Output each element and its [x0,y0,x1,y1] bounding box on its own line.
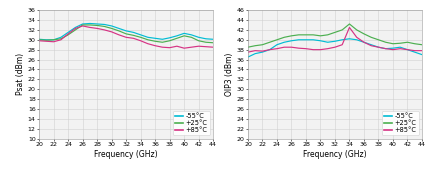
X-axis label: Frequency (GHz): Frequency (GHz) [302,150,366,159]
X-axis label: Frequency (GHz): Frequency (GHz) [94,150,158,159]
Legend: -55°C, +25°C, +85°C: -55°C, +25°C, +85°C [173,111,209,135]
Y-axis label: OIP3 (dBm): OIP3 (dBm) [224,53,233,96]
Legend: -55°C, +25°C, +85°C: -55°C, +25°C, +85°C [381,111,418,135]
Y-axis label: Psat (dBm): Psat (dBm) [16,53,25,95]
